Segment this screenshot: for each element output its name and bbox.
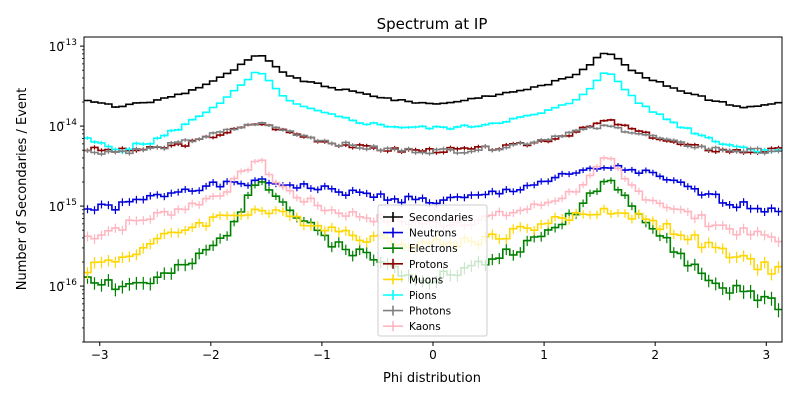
y-tick-label: 10 [49,120,64,134]
series-pions-line [84,71,782,153]
x-tick-label: 1 [540,348,548,362]
legend-box [377,204,488,337]
legend-label: Electrons [409,243,458,255]
legend-label: Pions [409,290,437,302]
y-tick-exponent: −13 [58,38,77,48]
series-photons-line [84,122,782,155]
y-tick-label: 10 [49,280,64,294]
x-tick-label: 0 [429,348,437,362]
legend-label: Muons [409,274,443,286]
legend-item-secondaries: Secondaries [383,212,473,224]
y-tick-label: 10 [49,40,64,54]
series-secondaries-errorbars [86,52,780,109]
legend-item-protons: Protons [383,258,448,271]
series-secondaries-line [84,52,782,109]
y-axis-label: Number of Secondaries / Event [15,88,30,290]
legend-label: Kaons [409,321,441,333]
x-axis: −3 −2 −1 0 1 2 3 [91,342,770,362]
legend-item-pions: Pions [383,290,437,302]
legend-label: Secondaries [409,212,473,224]
y-tick-exponent: −14 [58,118,77,128]
x-tick-label: 2 [651,348,659,362]
legend-label: Protons [409,259,448,271]
y-tick-exponent: −15 [58,198,77,208]
legend-label: Neutrons [409,228,457,240]
series-neutrons-line [84,164,782,213]
x-tick-label: 3 [762,348,770,362]
legend-item-muons: Muons [383,274,443,286]
legend-item-kaons: Kaons [383,321,441,333]
legend-item-electrons: Electrons [383,243,458,255]
legend: Secondaries Neutrons Electrons Protons Muons… [377,204,488,337]
x-axis-label: Phi distribution [383,371,481,386]
x-tick-label: −3 [91,348,109,362]
x-tick-label: −1 [313,348,331,362]
chart-title: Spectrum at IP [377,15,488,33]
legend-item-photons: Photons [383,305,451,318]
series-photons-errorbars [86,121,780,157]
y-tick-label: 10 [49,200,64,214]
y-tick-exponent: −16 [58,278,77,288]
legend-label: Photons [409,306,451,318]
series-kaons-errorbars [86,155,780,247]
legend-item-neutrons: Neutrons [383,227,457,240]
x-tick-label: −2 [202,348,220,362]
